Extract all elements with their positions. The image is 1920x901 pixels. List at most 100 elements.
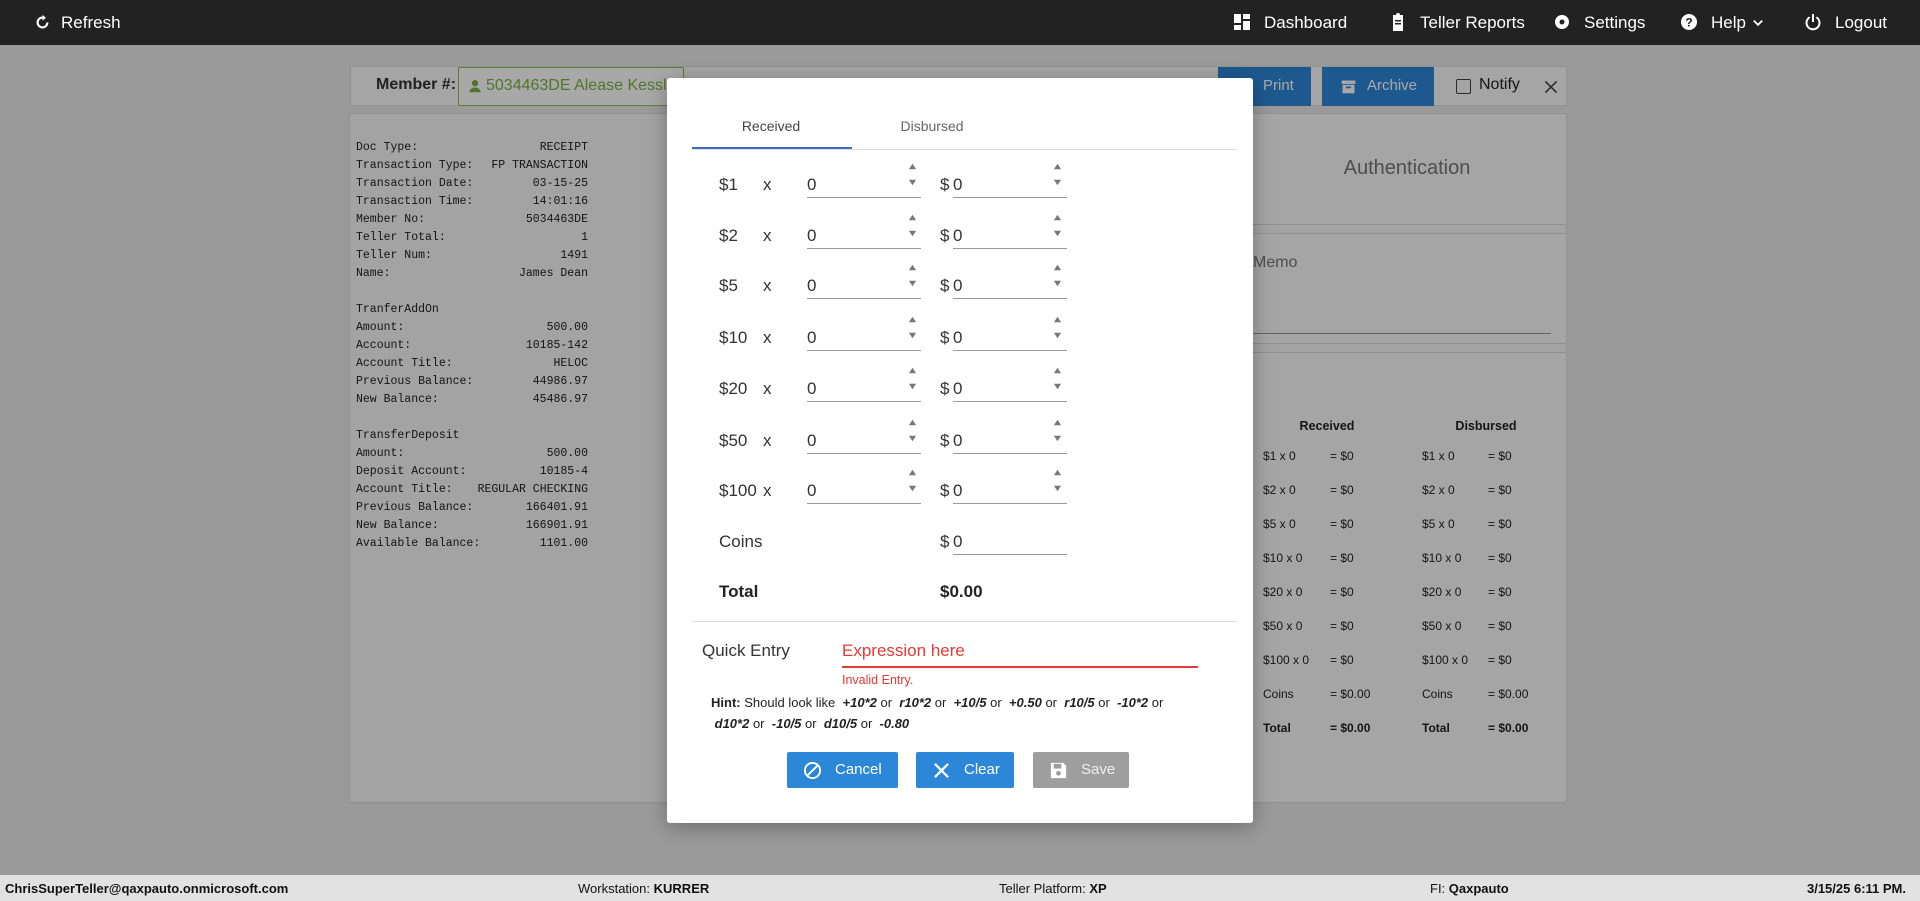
button-icon	[1341, 80, 1356, 94]
hint-example: d10/5	[823, 716, 858, 731]
denomination: $5	[719, 276, 738, 295]
times: x	[763, 379, 772, 398]
summary-cell: = $0	[1330, 585, 1354, 599]
refresh-button[interactable]: Refresh	[61, 13, 121, 32]
summary-header: Disbursed	[1455, 419, 1517, 433]
hint-separator: or	[1098, 695, 1110, 710]
summary-cell: = $0.00	[1488, 687, 1529, 701]
receipt-value: 10185-4	[539, 465, 588, 478]
denomination: $50	[719, 431, 748, 450]
amount-input[interactable]: 0	[953, 481, 963, 500]
summary-cell: = $0	[1488, 483, 1512, 497]
memo-card: Memo	[1240, 233, 1567, 344]
summary-cell: $10 x 0	[1422, 551, 1462, 565]
receipt-label: Available Balance:	[356, 537, 481, 550]
denomination: $20	[719, 379, 748, 398]
footer-item: Workstation: KURRER	[578, 881, 709, 896]
receipt-label: Amount:	[356, 321, 405, 334]
member-value: 5034463DE Alease Kessler	[486, 77, 681, 94]
nav-item[interactable]: Logout	[1835, 13, 1887, 32]
action-button[interactable]: Archive	[1322, 67, 1434, 106]
count-input[interactable]: 0	[807, 328, 817, 347]
memo-label: Memo	[1253, 254, 1298, 271]
count-input[interactable]: 0	[807, 175, 817, 194]
section-divider	[692, 621, 1237, 622]
input-underline	[953, 453, 1067, 454]
receipt-label: New Balance:	[356, 519, 439, 532]
spin-down	[1053, 435, 1062, 442]
spin-up	[908, 264, 917, 271]
spin-up	[908, 316, 917, 323]
times: x	[763, 226, 772, 245]
input-underline	[953, 401, 1067, 402]
count-input[interactable]: 0	[807, 481, 817, 500]
input-underline	[953, 248, 1067, 249]
nav-item[interactable]: Settings	[1584, 13, 1646, 32]
currency: $	[940, 532, 950, 551]
input-underline	[953, 298, 1067, 299]
amount-input[interactable]: 0	[953, 226, 963, 245]
currency: $	[940, 481, 950, 500]
count-input[interactable]: 0	[807, 226, 817, 245]
input-underline	[953, 503, 1067, 504]
coins-label: Coins	[719, 532, 763, 551]
quick-entry-input[interactable]: Expression here	[842, 641, 965, 660]
notify-checkbox[interactable]	[1456, 79, 1471, 94]
modal-button[interactable]: Save	[1033, 752, 1129, 788]
receipt-label: Deposit Account:	[356, 465, 467, 478]
spin-up	[1053, 214, 1062, 221]
amount-input[interactable]: 0	[953, 379, 963, 398]
coins-input[interactable]: 0	[953, 532, 963, 551]
spin-down	[908, 435, 917, 442]
memo-underline	[1253, 333, 1551, 334]
modal-button[interactable]: Cancel	[787, 752, 898, 788]
spin-down	[908, 179, 917, 186]
count-input[interactable]: 0	[807, 276, 817, 295]
summary-cell: Total	[1263, 721, 1291, 735]
spin-up	[908, 469, 917, 476]
receipt-label: Member No:	[356, 213, 426, 226]
spin-down	[1053, 179, 1062, 186]
quick-entry-underline	[842, 666, 1198, 668]
times: x	[763, 481, 772, 500]
count-input[interactable]: 0	[807, 431, 817, 450]
receipt-label: New Balance:	[356, 393, 439, 406]
footer-value: KURRER	[653, 881, 710, 896]
total-label: Total	[719, 582, 759, 601]
tab-divider	[692, 149, 1237, 150]
modal-button[interactable]: Clear	[916, 752, 1014, 788]
spin-down	[1053, 280, 1062, 287]
nav-item[interactable]: Dashboard	[1264, 13, 1348, 32]
button-label: Archive	[1367, 77, 1418, 94]
tab[interactable]: Received	[741, 118, 801, 134]
hint-example: r10*2	[899, 695, 932, 710]
amount-input[interactable]: 0	[953, 276, 963, 295]
nav-item[interactable]: Teller Reports	[1420, 13, 1525, 32]
receipt-value: 166901.91	[525, 519, 588, 532]
receipt-label: Teller Num:	[356, 249, 432, 262]
tab[interactable]: Disbursed	[900, 118, 964, 134]
button-icon	[803, 761, 822, 780]
amount-input[interactable]: 0	[953, 431, 963, 450]
nav-item[interactable]: Help	[1711, 13, 1746, 32]
input-underline	[807, 350, 921, 351]
amount-input[interactable]: 0	[953, 175, 963, 194]
refresh-icon	[36, 14, 49, 29]
count-input[interactable]: 0	[807, 379, 817, 398]
modal: Received Disbursed $1 x 0 $0 $2 x 0 $0 $5 x 0 $0 $10 x 0…	[667, 78, 1253, 823]
footer: ChrisSuperTeller@qaxpauto.onmicrosoft.co…	[0, 875, 1920, 901]
nav-icon	[1555, 15, 1569, 29]
receipt-value: 500.00	[546, 321, 588, 334]
summary-cell: = $0	[1488, 585, 1512, 599]
summary-cell: = $0.00	[1488, 721, 1529, 735]
spin-up	[908, 214, 917, 221]
input-underline	[807, 248, 921, 249]
input-underline	[953, 554, 1067, 555]
summary-cell: = $0.00	[1330, 687, 1371, 701]
receipt-value: 500.00	[546, 447, 588, 460]
input-underline	[807, 197, 921, 198]
spin-down	[1053, 485, 1062, 492]
amount-input[interactable]: 0	[953, 328, 963, 347]
member-input[interactable]: 5034463DE Alease Kessler	[458, 67, 684, 106]
